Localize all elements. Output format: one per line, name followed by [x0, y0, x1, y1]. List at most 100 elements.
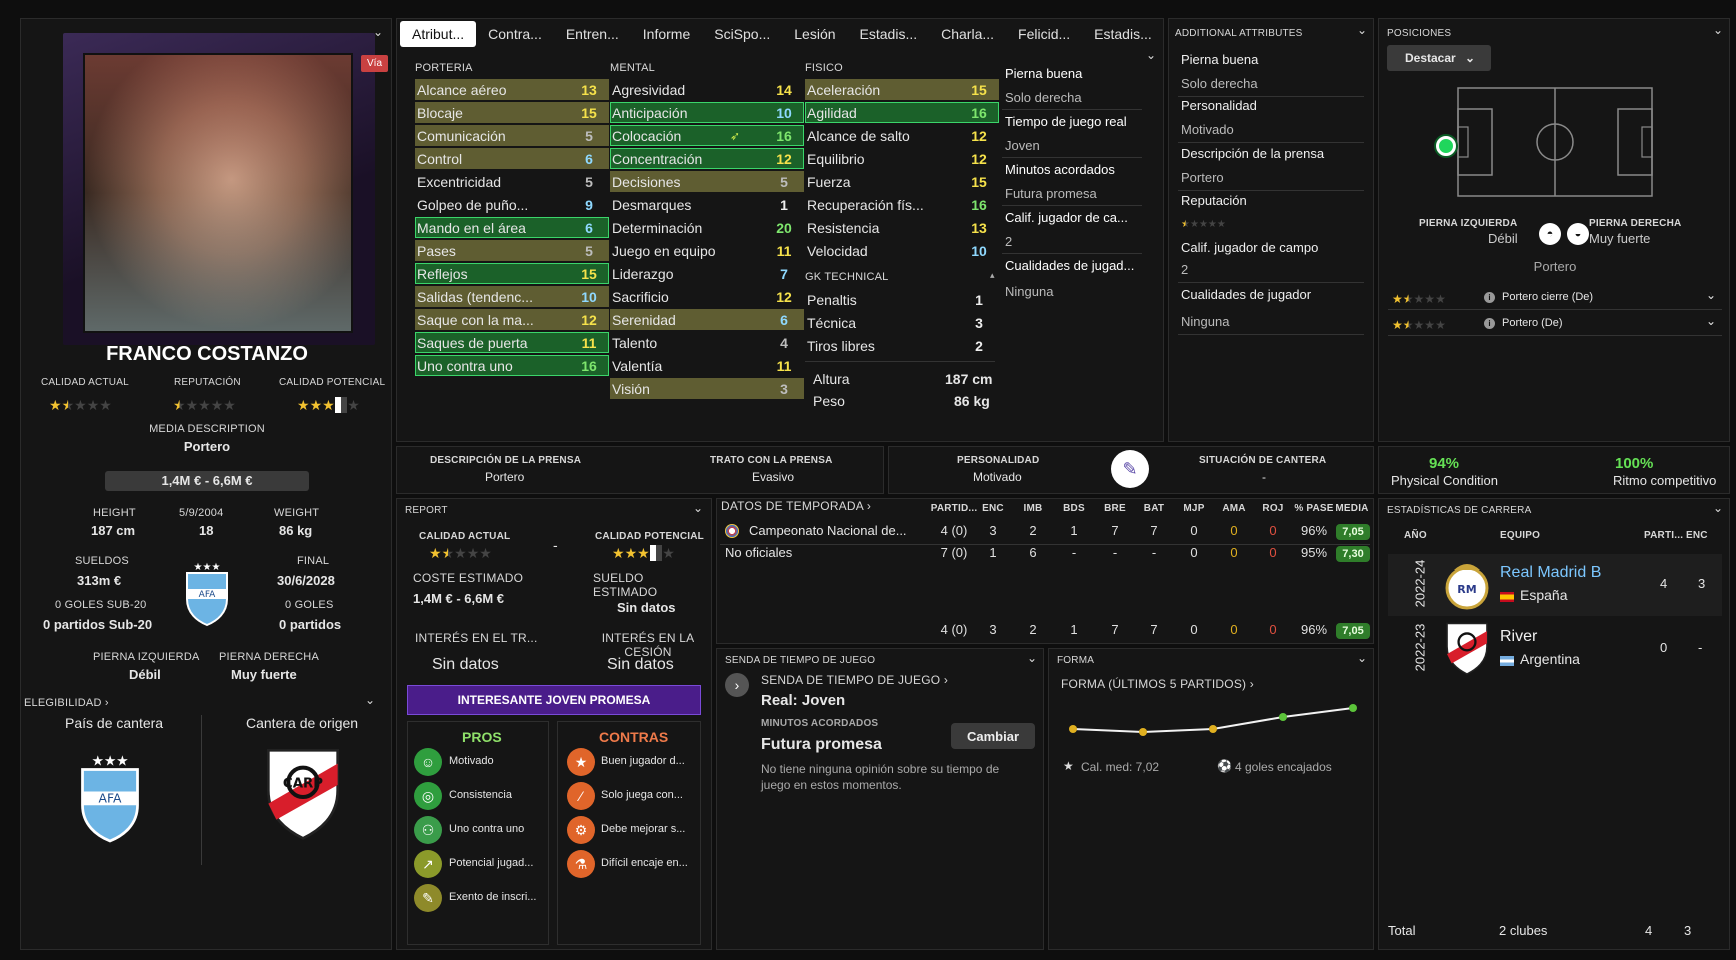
season-header[interactable]: MJP — [1183, 503, 1205, 514]
arrow-right-icon[interactable]: › — [725, 673, 749, 697]
season-header[interactable]: BDS — [1063, 503, 1085, 514]
goalkeeping-attr-row[interactable]: Reflejos 15 — [415, 263, 609, 284]
physical-attr-row[interactable]: Recuperación fís... 16 — [805, 194, 999, 215]
goalkeeping-attr-row[interactable]: Golpeo de puño... 9 — [415, 194, 609, 215]
mental-attr-row[interactable]: Serenidad 6 — [610, 309, 804, 330]
eligibility-link[interactable]: ELEGIBILIDAD › — [24, 697, 109, 709]
season-header[interactable]: BAT — [1143, 503, 1165, 514]
change-button[interactable]: Cambiar — [951, 723, 1035, 749]
goalkeeping-attr-row[interactable]: Mando en el área 6 — [415, 217, 609, 238]
goalkeeping-attr-row[interactable]: Blocaje 15 — [415, 102, 609, 123]
goalkeeper-position-marker[interactable] — [1436, 136, 1456, 156]
form-chevron-icon[interactable]: ⌄ — [1357, 651, 1368, 665]
season-header[interactable]: ENC — [982, 503, 1004, 514]
tab-7[interactable]: Charla... — [941, 26, 995, 42]
mental-attr-row[interactable]: Colocación 16 — [610, 125, 804, 146]
season-header[interactable]: BRE — [1104, 503, 1126, 514]
career-row[interactable]: 2022-24 RM Real Madrid B España 4 3 — [1388, 554, 1722, 616]
physical-attr-row[interactable]: Equilibrio 12 — [805, 148, 999, 169]
chevron-down-icon[interactable]: ⌄ — [1706, 288, 1717, 302]
season-header[interactable]: AMA — [1222, 503, 1246, 514]
competition-name[interactable]: No oficiales — [725, 545, 793, 560]
goalkeeping-attr-row[interactable]: Alcance aéreo 13 — [415, 79, 609, 100]
career-header[interactable]: EQUIPO — [1500, 530, 1541, 541]
goalkeeping-attr-row[interactable]: Salidas (tendenc... 10 — [415, 286, 609, 307]
role-row[interactable]: ★★★★★ i Portero cierre (De) ⌄ — [1388, 288, 1722, 310]
career-team[interactable]: Real Madrid B — [1500, 564, 1602, 581]
report-chevron-icon[interactable]: ⌄ — [693, 501, 704, 515]
season-title-link[interactable]: DATOS DE TEMPORADA › — [721, 499, 872, 513]
mental-attr-row[interactable]: Agresividad 14 — [610, 79, 804, 100]
season-header[interactable]: PARTID... — [930, 503, 978, 514]
tab-6[interactable]: Estadis... — [859, 26, 918, 42]
role-row[interactable]: ★★★★★ i Portero (De) ⌄ — [1388, 314, 1722, 336]
form-point[interactable] — [1349, 704, 1357, 712]
mental-attr-row[interactable]: Liderazgo 7 — [610, 263, 804, 284]
mental-attr-row[interactable]: Sacrificio 12 — [610, 286, 804, 307]
form-point[interactable] — [1279, 713, 1287, 721]
tab-3[interactable]: Informe — [642, 26, 691, 42]
season-header[interactable]: MEDIA — [1335, 503, 1369, 514]
competition-name[interactable]: Campeonato Nacional de... — [749, 523, 907, 538]
physical-attr-row[interactable]: Agilidad 16 — [805, 102, 999, 123]
mental-attr-row[interactable]: Talento 4 — [610, 332, 804, 353]
mental-attr-row[interactable]: Concentración 12 — [610, 148, 804, 169]
goalkeeping-attr-row[interactable]: Pases 5 — [415, 240, 609, 261]
tab-8[interactable]: Felicid... — [1018, 26, 1071, 42]
mental-attr-row[interactable]: Valentía 11 — [610, 355, 804, 376]
mental-attr-row[interactable]: Juego en equipo 11 — [610, 240, 804, 261]
eligibility-chevron-icon[interactable]: ⌄ — [365, 693, 376, 707]
star-icon: ★ — [454, 545, 467, 561]
mental-attr-row[interactable]: Desmarques 1 — [610, 194, 804, 215]
tab-2[interactable]: Entren... — [565, 26, 619, 42]
gk-technical-attr-row[interactable]: Penaltis 1 — [805, 289, 999, 310]
goalkeeping-attr-row[interactable]: Saques de puerta 11 — [415, 332, 609, 353]
gk-technical-sort-icon[interactable]: ▴ — [990, 270, 995, 280]
physical-attr-row[interactable]: Resistencia 13 — [805, 217, 999, 238]
chevron-down-icon[interactable]: ⌄ — [1706, 314, 1717, 328]
tab-9[interactable]: Estadis... — [1094, 26, 1152, 42]
highlight-dropdown[interactable]: Destacar ⌄ — [1387, 45, 1491, 71]
form-point[interactable] — [1209, 725, 1217, 733]
career-team[interactable]: River — [1500, 628, 1538, 645]
physical-attr-row[interactable]: Aceleración 15 — [805, 79, 999, 100]
career-header[interactable]: AÑO — [1404, 530, 1427, 541]
gk-technical-attr-row[interactable]: Técnica 3 — [805, 312, 999, 333]
tab-4[interactable]: SciSpo... — [714, 26, 771, 42]
goalkeeping-attr-row[interactable]: Comunicación 5 — [415, 125, 609, 146]
tab-0[interactable]: Atribut... — [400, 21, 477, 47]
form-point[interactable] — [1139, 728, 1147, 736]
profile-menu-chevron-icon[interactable]: ⌄ — [373, 25, 384, 39]
tab-5[interactable]: Lesión — [794, 26, 836, 42]
playing-time-chevron-icon[interactable]: ⌄ — [1027, 651, 1038, 665]
career-header[interactable]: PARTI... — [1644, 530, 1684, 541]
mental-attr-row[interactable]: Decisiones 5 — [610, 171, 804, 192]
physical-attr-row[interactable]: Alcance de salto 12 — [805, 125, 999, 146]
info-icon[interactable]: i — [1484, 292, 1495, 303]
physical-attr-row[interactable]: Fuerza 15 — [805, 171, 999, 192]
playing-time-subtitle-link[interactable]: SENDA DE TIEMPO DE JUEGO › — [761, 673, 949, 687]
goalkeeping-attr-row[interactable]: Control 6 — [415, 148, 609, 169]
goalkeeping-attr-row[interactable]: Excentricidad 5 — [415, 171, 609, 192]
additional-attributes-chevron-icon[interactable]: ⌄ — [1357, 23, 1368, 37]
physical-attr-row[interactable]: Velocidad 10 — [805, 240, 999, 261]
career-header[interactable]: ENC — [1686, 530, 1708, 541]
goalkeeping-attr-row[interactable]: Uno contra uno 16 — [415, 355, 609, 376]
career-chevron-icon[interactable]: ⌄ — [1713, 501, 1724, 515]
gk-technical-attr-row[interactable]: Tiros libres 2 — [805, 335, 999, 356]
mental-attr-row[interactable]: Determinación 20 — [610, 217, 804, 238]
form-subtitle-link[interactable]: FORMA (ÚLTIMOS 5 PARTIDOS) › — [1061, 677, 1254, 691]
tab-1[interactable]: Contra... — [488, 26, 542, 42]
season-header[interactable]: IMB — [1023, 503, 1043, 514]
info-icon[interactable]: i — [1484, 318, 1495, 329]
positions-chevron-icon[interactable]: ⌄ — [1713, 23, 1724, 37]
goalkeeping-attr-row[interactable]: Saque con la ma... 12 — [415, 309, 609, 330]
career-row[interactable]: 2022-23 River Argentina 0 - — [1388, 618, 1722, 680]
season-header[interactable]: % PASE — [1294, 503, 1334, 514]
mental-attr-row[interactable]: Anticipación 10 — [610, 102, 804, 123]
mental-attr-value: 4 — [780, 334, 788, 351]
mental-attr-row[interactable]: Visión 3 — [610, 378, 804, 399]
side-info-chevron-icon[interactable]: ⌄ — [1146, 48, 1157, 62]
season-header[interactable]: ROJ — [1262, 503, 1284, 514]
form-point[interactable] — [1069, 725, 1077, 733]
